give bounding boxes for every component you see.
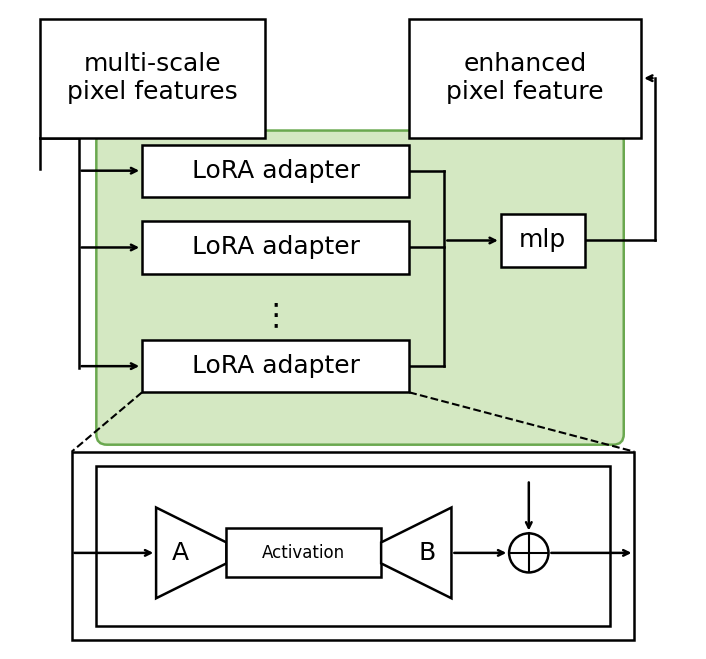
Bar xyxy=(501,214,585,267)
Text: LoRA adapter: LoRA adapter xyxy=(191,159,359,183)
Bar xyxy=(409,19,641,138)
Bar xyxy=(96,466,610,626)
Text: enhanced
pixel feature: enhanced pixel feature xyxy=(446,52,604,104)
Polygon shape xyxy=(381,507,451,598)
Text: LoRA adapter: LoRA adapter xyxy=(191,354,359,378)
Bar xyxy=(72,451,634,640)
Text: Activation: Activation xyxy=(262,544,345,562)
Polygon shape xyxy=(156,507,227,598)
Bar xyxy=(142,144,409,197)
Text: mlp: mlp xyxy=(519,229,566,252)
Bar xyxy=(142,221,409,273)
Bar xyxy=(227,529,381,577)
FancyBboxPatch shape xyxy=(96,130,623,445)
Text: LoRA adapter: LoRA adapter xyxy=(191,235,359,260)
Text: A: A xyxy=(172,541,189,565)
Text: B: B xyxy=(418,541,436,565)
Bar xyxy=(40,19,265,138)
Text: multi-scale
pixel features: multi-scale pixel features xyxy=(67,52,238,104)
Circle shape xyxy=(509,533,549,573)
Bar xyxy=(142,340,409,392)
Text: ⋮: ⋮ xyxy=(261,301,291,330)
